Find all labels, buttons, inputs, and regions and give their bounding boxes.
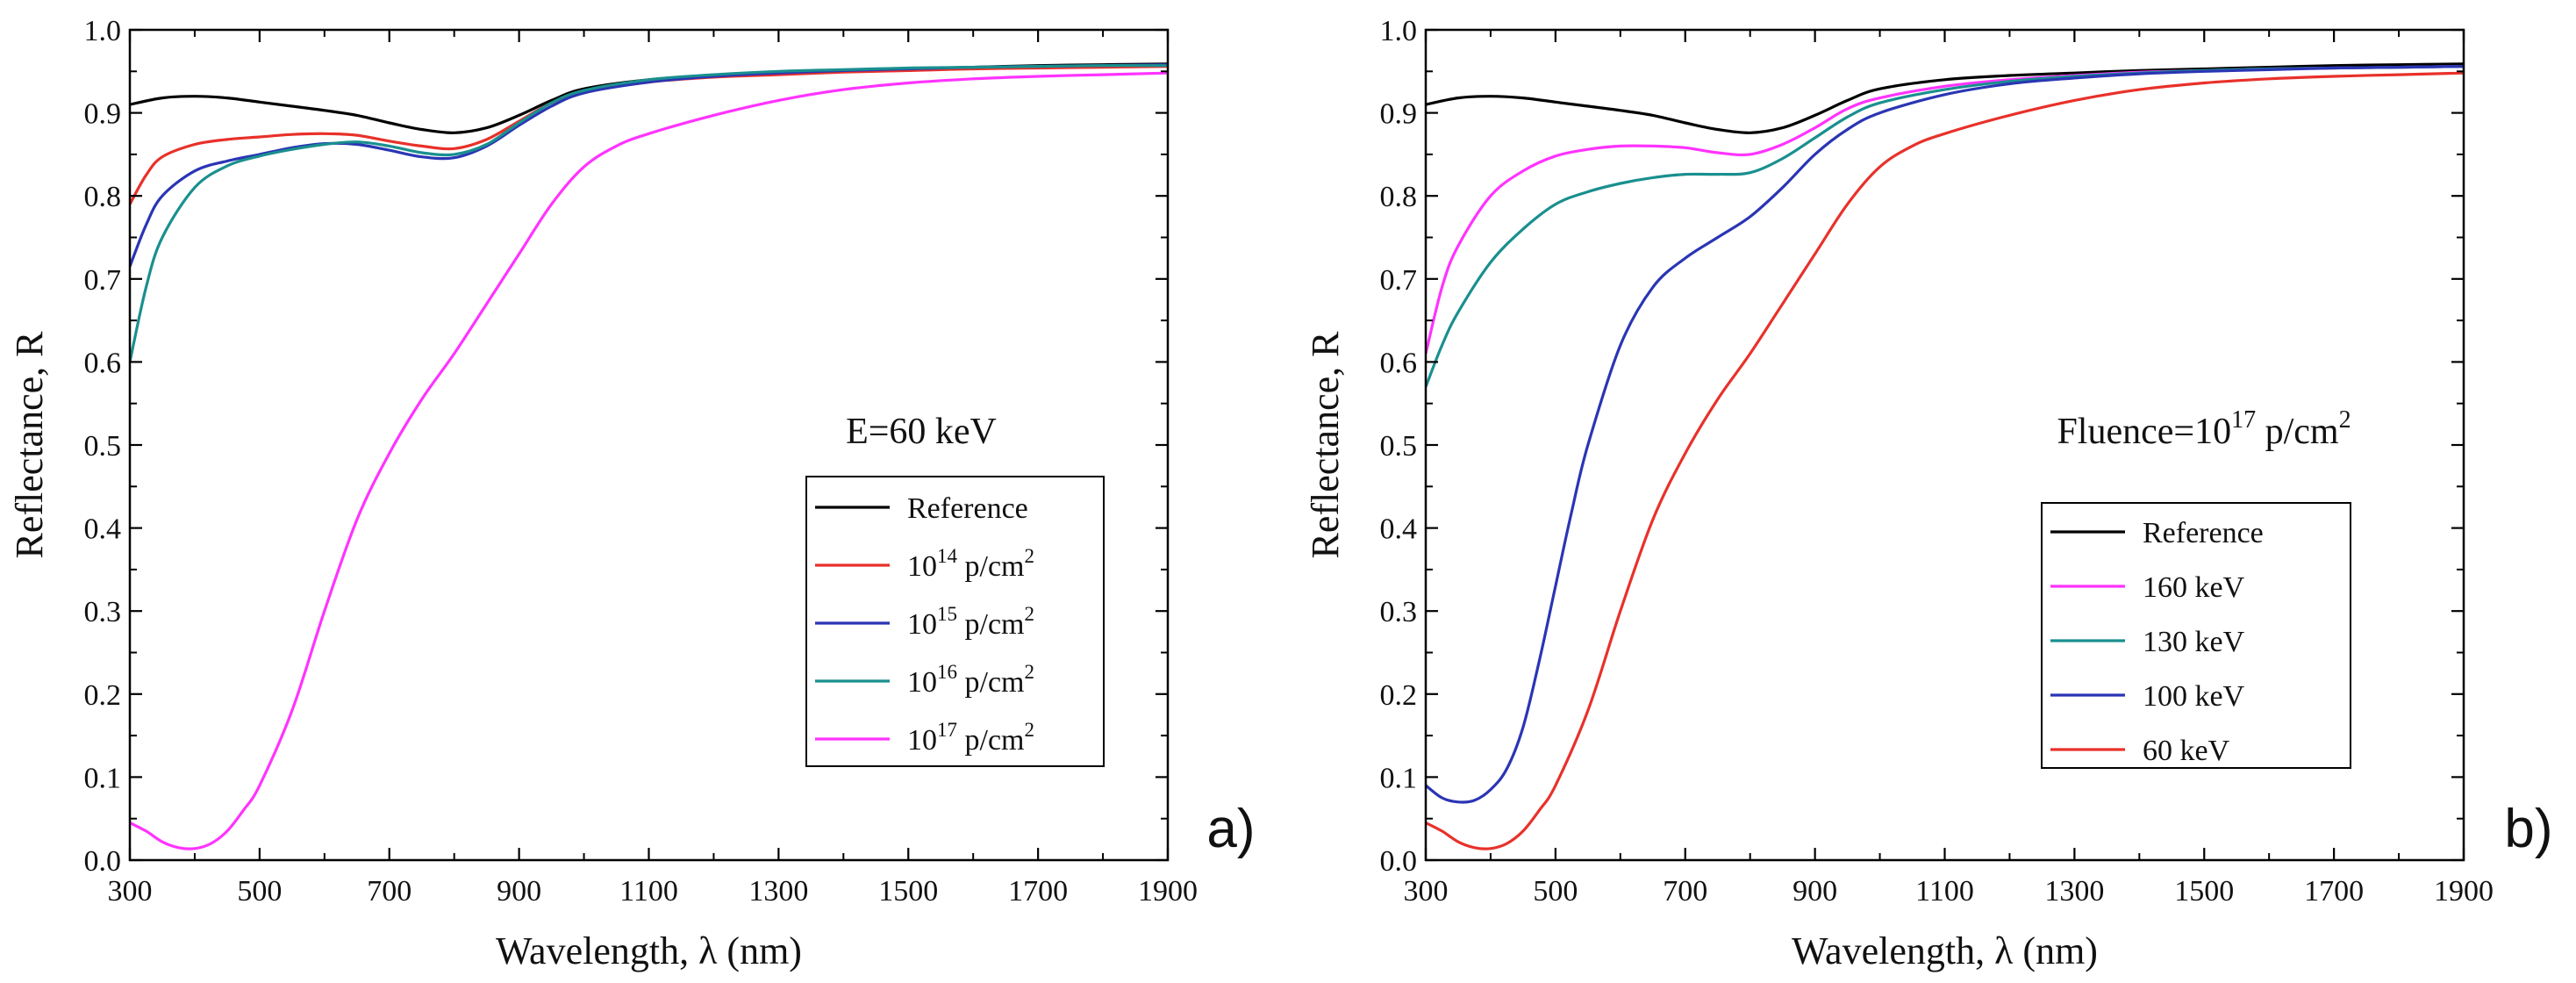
legend: Reference 160 keV 130 keV 100 keV 60 keV bbox=[2041, 502, 2351, 769]
legend: Reference 1014 p/cm2 1015 p/cm2 1016 p/cm2 1… bbox=[805, 476, 1105, 767]
panel-label: b) bbox=[2504, 799, 2552, 859]
legend-label: Reference bbox=[907, 492, 1028, 525]
x-axis: 300 500 700 900 1100 1300 1500 1700 1900 bbox=[1404, 30, 2494, 908]
x-tick-label: 700 bbox=[367, 875, 411, 908]
x-tick-label: 700 bbox=[1663, 875, 1707, 908]
y-tick-label: 0.7 bbox=[1380, 264, 1418, 297]
x-tick-label: 1300 bbox=[2044, 875, 2104, 908]
x-tick-label: 900 bbox=[1792, 875, 1837, 908]
x-tick-label: 1900 bbox=[1138, 875, 1198, 908]
y-tick-label: 0.5 bbox=[1380, 430, 1418, 463]
y-tick-label: 0.8 bbox=[1380, 181, 1418, 213]
y-tick-label: 0.0 bbox=[84, 845, 122, 878]
legend-label: 100 keV bbox=[2143, 680, 2245, 713]
y-tick-label: 0.2 bbox=[84, 679, 122, 712]
chart-panel-b: 300 500 700 900 1100 1300 1500 1700 19000.00.10.… bbox=[1304, 15, 2553, 972]
legend-label: 1014 p/cm2 bbox=[907, 545, 1034, 583]
series-line-4 bbox=[130, 71, 1168, 850]
legend-label: 130 keV bbox=[2143, 626, 2245, 658]
y-tick-label: 1.0 bbox=[1380, 15, 1418, 47]
y-tick-label: 0.4 bbox=[84, 513, 122, 546]
legend-label: Reference bbox=[2143, 517, 2264, 549]
y-tick-label: 0.5 bbox=[84, 430, 122, 463]
annotation: Fluence=1017 p/cm2 bbox=[2057, 406, 2351, 452]
legend-label: 1015 p/cm2 bbox=[907, 603, 1034, 641]
y-tick-label: 0.3 bbox=[84, 596, 122, 628]
x-tick-label: 500 bbox=[237, 875, 282, 908]
y-axis-label: Reflectance, R bbox=[1304, 331, 1347, 559]
x-tick-label: 1700 bbox=[1008, 875, 1068, 908]
y-tick-label: 0.6 bbox=[84, 347, 122, 379]
series-line-3 bbox=[130, 64, 1168, 362]
legend-label: 60 keV bbox=[2143, 735, 2230, 767]
y-tick-label: 0.8 bbox=[84, 181, 122, 213]
y-tick-label: 1.0 bbox=[84, 15, 122, 47]
y-tick-label: 0.9 bbox=[84, 98, 122, 131]
x-axis-label: Wavelength, λ (nm) bbox=[1792, 929, 2098, 972]
x-tick-label: 1100 bbox=[1915, 875, 1974, 908]
y-tick-label: 0.4 bbox=[1380, 513, 1418, 546]
series-group bbox=[130, 62, 1168, 850]
legend-box bbox=[805, 476, 1105, 767]
chart-panel-a: 300 500 700 900 1100 1300 1500 1700 19000.00.10.… bbox=[8, 15, 1256, 972]
x-tick-label: 1300 bbox=[748, 875, 808, 908]
legend-box bbox=[2041, 502, 2351, 769]
y-tick-label: 0.7 bbox=[84, 264, 122, 297]
y-tick-label: 0.3 bbox=[1380, 596, 1418, 628]
y-tick-label: 0.1 bbox=[1380, 762, 1418, 794]
legend-label: 1017 p/cm2 bbox=[907, 719, 1034, 757]
series-line-4 bbox=[1426, 71, 2464, 850]
y-axis: 0.0 0.1 0.2 0.3 0.4 0.5 0.6 0.7 0.8 0.9 1.0 bbox=[1380, 15, 2464, 878]
x-tick-label: 1100 bbox=[619, 875, 678, 908]
x-axis-label: Wavelength, λ (nm) bbox=[496, 929, 802, 972]
y-tick-label: 0.0 bbox=[1380, 845, 1418, 878]
series-line-0 bbox=[1426, 62, 2464, 134]
annotation: E=60 keV bbox=[846, 412, 997, 452]
y-tick-label: 0.2 bbox=[1380, 679, 1418, 712]
y-axis-label: Reflectance, R bbox=[8, 331, 51, 559]
y-axis: 0.0 0.1 0.2 0.3 0.4 0.5 0.6 0.7 0.8 0.9 1.0 bbox=[84, 15, 1168, 878]
series-line-1 bbox=[130, 65, 1168, 205]
series-line-2 bbox=[130, 63, 1168, 268]
series-line-2 bbox=[1426, 65, 2464, 388]
x-axis: 300 500 700 900 1100 1300 1500 1700 1900 bbox=[108, 30, 1198, 908]
y-tick-label: 0.1 bbox=[84, 762, 122, 794]
x-tick-label: 500 bbox=[1533, 875, 1578, 908]
x-tick-label: 1700 bbox=[2304, 875, 2364, 908]
x-tick-label: 1900 bbox=[2434, 875, 2494, 908]
x-tick-label: 900 bbox=[497, 875, 541, 908]
series-line-0 bbox=[130, 62, 1168, 134]
y-tick-label: 0.9 bbox=[1380, 98, 1418, 131]
x-tick-label: 300 bbox=[108, 875, 153, 908]
series-line-1 bbox=[1426, 65, 2464, 355]
y-tick-label: 0.6 bbox=[1380, 347, 1418, 379]
series-line-3 bbox=[1426, 65, 2464, 804]
x-tick-label: 1500 bbox=[2174, 875, 2234, 908]
series-group bbox=[1426, 62, 2464, 850]
legend-label: 1016 p/cm2 bbox=[907, 661, 1034, 699]
legend-label: 160 keV bbox=[2143, 571, 2245, 604]
panel-label: a) bbox=[1206, 799, 1255, 859]
x-tick-label: 300 bbox=[1404, 875, 1449, 908]
x-tick-label: 1500 bbox=[878, 875, 938, 908]
